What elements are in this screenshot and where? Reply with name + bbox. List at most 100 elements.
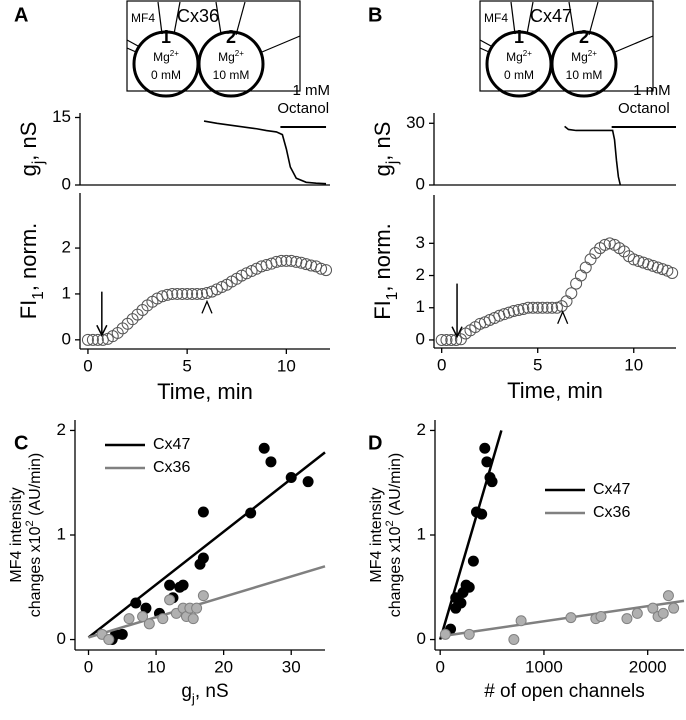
x-tick-label: 0 (437, 355, 446, 374)
pipette (157, 1, 163, 35)
cell (197, 30, 265, 98)
point (584, 253, 597, 266)
pipette (614, 35, 654, 53)
point (589, 246, 602, 259)
pipette (215, 1, 222, 35)
ion: Mg (571, 50, 588, 64)
x-axis-label-part: g (181, 681, 192, 702)
y-tick-label: 0 (62, 174, 71, 193)
pipette (235, 1, 246, 36)
point (647, 602, 659, 614)
y-axis-label: changes x102 (AU/min) (24, 453, 44, 618)
point (435, 333, 448, 346)
y-tick-label: 2 (416, 265, 425, 284)
cell (550, 30, 618, 98)
y-axis-label-sub: 1 (384, 292, 401, 301)
y-tick-label: 2 (417, 420, 426, 439)
pipette (126, 39, 139, 47)
y-tick-label: 0 (62, 329, 71, 348)
pipette (568, 1, 575, 35)
dye-label: MF4 (131, 11, 155, 25)
y-axis-label: MF4 intensity (8, 487, 25, 582)
ion: Mg (153, 50, 170, 64)
x-tick-label: 1000 (525, 657, 563, 676)
point (275, 254, 288, 267)
x-tick-label: 5 (533, 355, 542, 374)
y-axis-label: FI1, norm. (370, 223, 401, 320)
point (476, 508, 488, 520)
point (191, 287, 204, 300)
point (285, 472, 297, 483)
y-axis-label-sup: 2 (384, 520, 396, 526)
point (560, 295, 573, 308)
point (103, 634, 115, 646)
x-axis-label-part: , nS (195, 681, 229, 702)
point (598, 238, 611, 251)
y-axis-label-sub: j (384, 161, 401, 165)
point (197, 506, 209, 518)
point (164, 579, 176, 591)
point (130, 597, 142, 609)
point (662, 590, 674, 602)
point (300, 258, 313, 271)
point (270, 255, 283, 268)
point (157, 613, 169, 625)
x-axis-label: Time, min (157, 379, 253, 404)
dye-label: MF4 (484, 11, 508, 25)
point (463, 581, 475, 593)
y-axis-label: changes x102 (AU/min) (384, 453, 404, 618)
point (555, 300, 568, 313)
cell-number: 2 (226, 27, 236, 47)
y-tick-label: 0 (417, 629, 426, 648)
y-axis-label-part: (AU/min) (27, 453, 44, 521)
y-axis-label: MF4 intensity (368, 487, 385, 582)
y-axis-label-sup: 2 (24, 520, 36, 526)
trace (564, 125, 622, 186)
point (181, 287, 194, 300)
point (522, 301, 535, 314)
point (164, 594, 176, 606)
y-axis-label-part: , nS (370, 122, 395, 161)
y-axis-label-part: FI (16, 300, 41, 320)
y-axis-label-part: FI (370, 300, 395, 320)
x-axis-label: Time, min (507, 378, 603, 403)
panel-label: C (14, 432, 28, 454)
point (657, 607, 669, 619)
x-axis-label-sub: j (191, 691, 195, 706)
point (508, 634, 520, 646)
point (526, 301, 539, 314)
point (579, 261, 592, 274)
ion-charge: 2+ (523, 49, 532, 58)
ion-charge: 2+ (170, 49, 179, 58)
legend-label: Cx47 (593, 481, 630, 498)
point (531, 301, 544, 314)
point (517, 303, 530, 316)
y-axis-label-part: , norm. (370, 223, 395, 291)
x-tick-label: 10 (624, 355, 643, 374)
point (285, 254, 298, 267)
cell-conc: 0 mM (504, 68, 534, 82)
cell-conc: 10 mM (213, 68, 250, 82)
point (91, 333, 104, 346)
point (541, 301, 554, 314)
point (570, 277, 583, 290)
x-tick-label: 0 (83, 356, 92, 375)
point (116, 628, 128, 640)
x-axis-label: # of open channels (484, 681, 645, 702)
point (618, 245, 631, 258)
pipette (510, 1, 516, 35)
ion: Mg (506, 50, 523, 64)
y-axis-label-sub: 1 (30, 291, 47, 300)
point (536, 301, 549, 314)
point (186, 287, 199, 300)
ion: Mg (218, 50, 235, 64)
annotation: 1 mM (292, 82, 330, 99)
cell-ion: Mg2+ (571, 49, 597, 65)
y-axis-label: gj, nS (370, 122, 401, 177)
point (191, 602, 203, 614)
legend-label: Cx36 (153, 459, 190, 476)
y-tick-label: 30 (406, 113, 425, 132)
y-tick-label: 1 (62, 283, 71, 302)
fit-line (438, 430, 503, 640)
point (197, 590, 209, 602)
